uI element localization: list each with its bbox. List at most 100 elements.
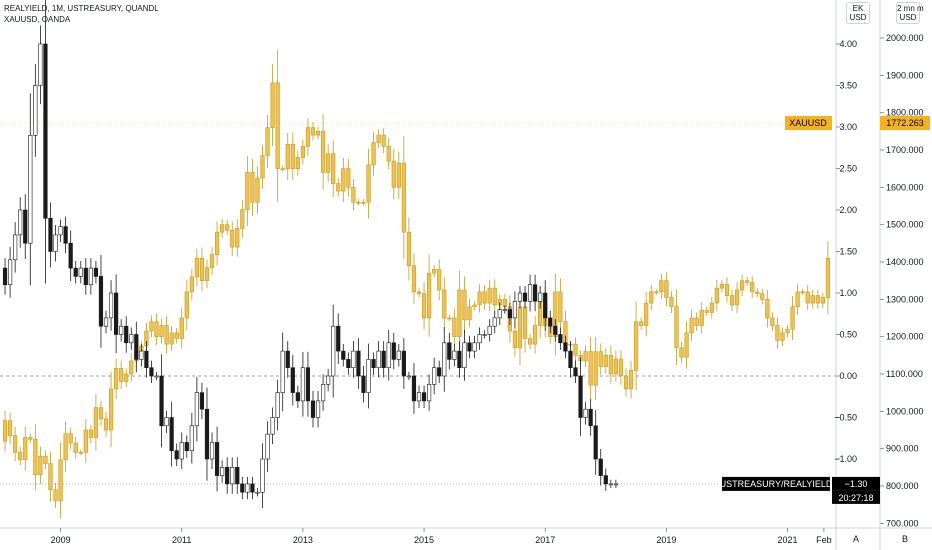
- right-axis-unit-label[interactable]: 2 mn m USD: [896, 2, 924, 24]
- legend-xauusd[interactable]: XAUUSD, OANDA: [4, 15, 71, 24]
- gold-tick-label: 1900.000: [886, 70, 924, 80]
- gold-tick-label: 1800.000: [886, 108, 924, 118]
- realyield-candle-body: [28, 135, 33, 244]
- gold-candle-body: [245, 172, 250, 211]
- gold-candle-body: [220, 224, 225, 233]
- gold-candle-body: [336, 183, 341, 192]
- gold-value-tag-text: 1772.263: [886, 118, 924, 128]
- realyield-tick-label: 3.50: [839, 81, 857, 91]
- realyield-candle-body: [568, 350, 573, 369]
- gold-candle-body: [366, 164, 371, 203]
- realyield-candle-body: [427, 383, 432, 402]
- realyield-candle-body: [240, 483, 245, 493]
- gold-candle-body: [649, 291, 654, 304]
- realyield-candle-body: [326, 375, 331, 385]
- realyield-candle-body: [533, 284, 538, 302]
- gold-candle-body: [38, 455, 43, 476]
- gold-candle-body: [462, 289, 467, 321]
- realyield-name-tag: [722, 476, 830, 491]
- realyield-candle-body: [209, 442, 215, 460]
- realyield-candle-body: [341, 350, 346, 360]
- gold-candle-body: [533, 325, 538, 345]
- realyield-candle-body: [134, 334, 139, 360]
- realyield-candle-body: [220, 466, 225, 476]
- gold-candle-body: [285, 144, 290, 169]
- gold-candle-body: [482, 291, 487, 304]
- gold-candle-body: [154, 321, 159, 337]
- realyield-candle-body: [502, 309, 507, 311]
- gold-candle-body: [598, 351, 603, 367]
- left-axis-unit-label[interactable]: EK USD: [846, 2, 870, 24]
- gold-candle-body: [320, 131, 326, 173]
- gold-candle-body: [396, 162, 401, 188]
- realyield-candle-body: [411, 375, 417, 402]
- gold-candle-body: [427, 272, 432, 319]
- realyield-candle-body: [295, 392, 300, 402]
- legend-realyield[interactable]: REALYIELD, 1M, USTREASURY, QUANDL: [4, 4, 159, 13]
- gold-candle-body: [149, 321, 154, 332]
- gold-candle-body: [381, 134, 386, 147]
- realyield-tick-label: 2.50: [839, 164, 857, 174]
- realyield-candle-body: [573, 367, 578, 377]
- time-tick-label: 2019: [656, 535, 676, 545]
- gold-candle-body: [452, 317, 457, 337]
- realyield-candle-body: [88, 267, 93, 286]
- gold-candle-body: [704, 310, 709, 313]
- realyield-candle-body: [437, 367, 442, 377]
- gold-candle-body: [785, 328, 790, 334]
- realyield-candle-body: [553, 325, 558, 335]
- gold-candle-series: [2, 49, 831, 519]
- realyield-candle-body: [320, 383, 326, 402]
- realyield-candle-body: [174, 450, 179, 460]
- time-tick-label: 2021: [778, 535, 798, 545]
- time-tick-label: Feb: [816, 535, 832, 545]
- realyield-candle-body: [58, 226, 63, 236]
- gold-candle-body: [432, 269, 437, 274]
- realyield-candle-body: [270, 417, 275, 435]
- gold-candle-body: [593, 351, 598, 386]
- auto-scale-button[interactable]: A: [853, 534, 860, 544]
- gold-candle-body: [305, 127, 311, 147]
- gold-candle-body: [169, 332, 174, 345]
- gold-value-tag: [880, 116, 930, 131]
- scale-b-button[interactable]: B: [902, 534, 909, 544]
- gold-candle-body: [820, 297, 825, 304]
- realyield-candle-body: [522, 292, 528, 302]
- realyield-candle-body: [563, 342, 568, 352]
- gold-candle-body: [760, 293, 765, 300]
- gold-candle-body: [391, 160, 396, 188]
- realyield-candle-body: [265, 433, 270, 460]
- gold-candle-body: [472, 304, 477, 308]
- last-value-tags: XAUUSD 1772.263 USTREASURY/REALYIELD −1.30 2…: [720, 116, 930, 504]
- gold-candle-body: [699, 310, 704, 326]
- gold-candle-body: [805, 291, 810, 304]
- realyield-candle-body: [235, 466, 240, 485]
- realyield-candle-body: [538, 292, 543, 302]
- realyield-candle-body: [43, 43, 48, 219]
- gold-candle-body: [457, 289, 462, 337]
- gold-candle-body: [63, 433, 68, 461]
- gold-candle-body: [588, 351, 593, 386]
- gold-candle-body: [129, 360, 134, 375]
- realyield-candle-body: [189, 425, 194, 451]
- gold-candle-body: [724, 284, 730, 296]
- realyield-candle-body: [558, 334, 563, 344]
- realyield-candle-body: [204, 408, 210, 460]
- gold-candle-body: [729, 295, 735, 306]
- gold-candle-body: [659, 280, 664, 293]
- gold-candle-body: [179, 317, 184, 339]
- realyield-candle-body: [583, 408, 588, 418]
- realyield-candle-body: [457, 350, 462, 369]
- gold-candle-body: [23, 437, 28, 461]
- realyield-candle-body: [487, 325, 492, 335]
- gold-candle-body: [53, 489, 58, 502]
- gold-candle-body: [98, 407, 104, 420]
- gold-candle-body: [775, 325, 780, 341]
- gold-candle-body: [411, 265, 417, 293]
- gold-candle-body: [371, 142, 376, 166]
- gold-candle-body: [765, 299, 770, 319]
- gold-candle-body: [28, 437, 33, 440]
- gold-candle-body: [13, 435, 18, 453]
- gold-candle-body: [326, 153, 331, 173]
